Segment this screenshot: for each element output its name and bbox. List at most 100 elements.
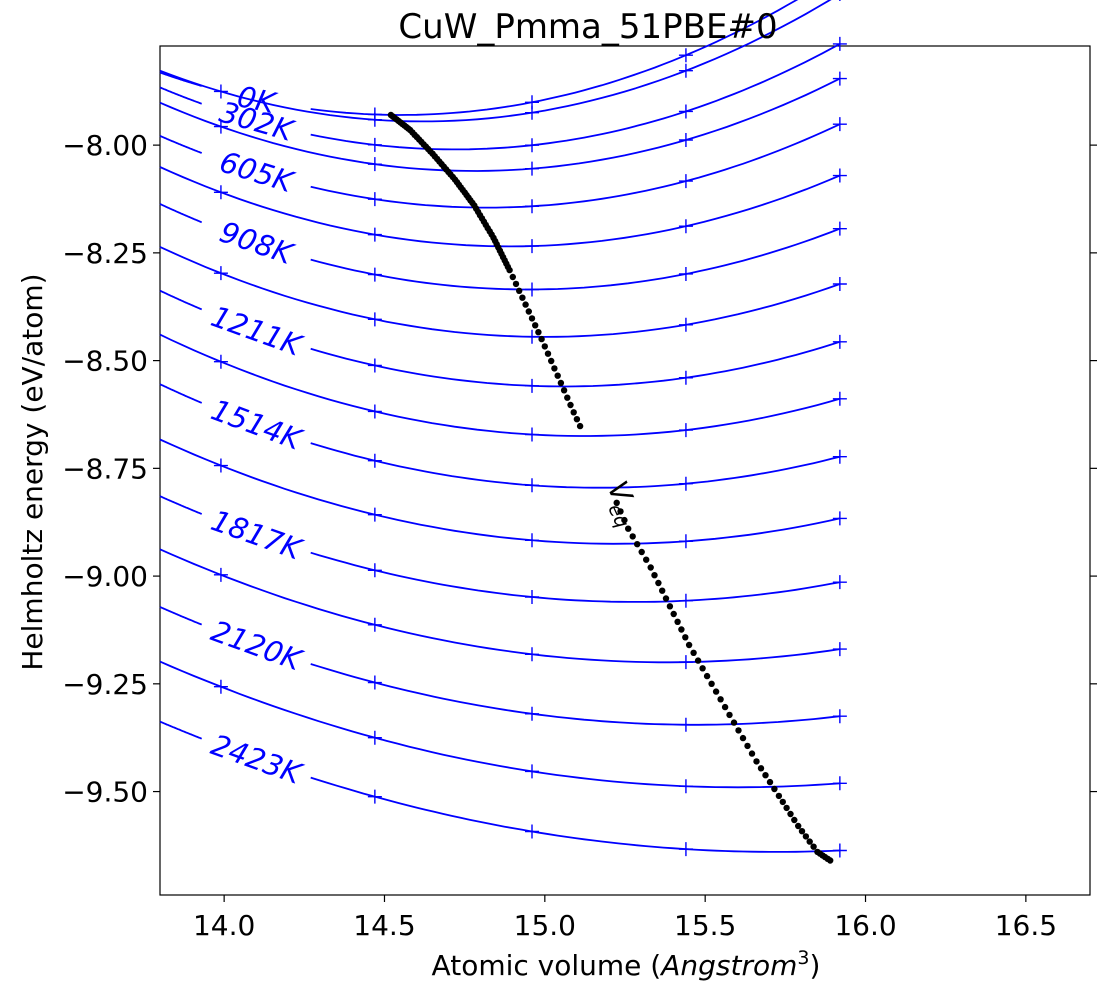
curve-13-marker-0 <box>213 567 228 582</box>
curve-16-marker-3 <box>678 842 693 857</box>
veq-point <box>532 322 539 329</box>
curve-11-marker-0 <box>213 458 228 473</box>
curve-14-marker-3 <box>678 717 693 732</box>
curve-1-marker-2 <box>525 105 539 120</box>
curve-16-marker-1 <box>367 789 382 804</box>
chart-title: CuW_Pmma_51PBE#0 <box>398 7 777 47</box>
isotherm-curve-12-segment-1 <box>310 551 841 603</box>
veq-point <box>735 727 742 734</box>
isotherm-curve-16-segment-1 <box>310 776 840 853</box>
curve-5-marker-2 <box>525 239 539 254</box>
veq-point <box>685 641 693 649</box>
curve-3-marker-1 <box>367 157 382 172</box>
curve-15-marker-4 <box>832 776 847 791</box>
x-tick-label: 16.5 <box>995 909 1057 942</box>
veq-point <box>748 750 756 757</box>
veq-point <box>512 280 520 288</box>
curve-9-marker-3 <box>678 423 693 438</box>
veq-point <box>528 315 536 322</box>
veq-point <box>506 266 513 274</box>
veq-point <box>744 742 751 750</box>
isotherm-label-605K: 605K <box>216 145 299 200</box>
curve-12-marker-2 <box>525 590 539 605</box>
curve-7-marker-3 <box>678 317 693 332</box>
y-tick-label: −9.25 <box>62 668 148 701</box>
veq-point <box>647 564 654 571</box>
veq-point <box>717 696 724 703</box>
isotherm-label-0K: 0K <box>234 79 280 120</box>
veq-point <box>690 649 697 656</box>
curve-11-marker-2 <box>525 533 539 548</box>
curve-9-marker-1 <box>367 404 382 419</box>
curve-14-marker-4 <box>832 709 847 724</box>
veq-point <box>551 365 558 372</box>
veq-point <box>802 833 810 840</box>
isotherm-label-1817K: 1817K <box>207 503 308 567</box>
veq-point <box>806 838 813 845</box>
veq-point <box>699 665 706 672</box>
curve-14-marker-2 <box>525 706 539 721</box>
curve-12-marker-1 <box>367 563 382 578</box>
curve-8-marker-4 <box>832 334 847 349</box>
y-tick-label: −8.25 <box>62 237 148 270</box>
x-tick-label: 15.5 <box>674 909 736 942</box>
curve-2-marker-1 <box>367 137 382 152</box>
veq-point <box>564 394 571 401</box>
curve-13-marker-3 <box>678 655 693 670</box>
curve-15-marker-0 <box>213 679 228 694</box>
veq-point <box>666 603 674 610</box>
isotherm-curve-6-segment-1 <box>310 227 841 291</box>
veq-point <box>726 711 733 719</box>
curve-6-marker-2 <box>525 282 539 297</box>
curve-7-marker-2 <box>525 329 539 344</box>
isotherm-curve-3-segment-0 <box>159 77 841 172</box>
curve-7-marker-4 <box>832 277 847 292</box>
curve-7-marker-0 <box>213 266 228 281</box>
y-tick-label: −8.00 <box>62 129 148 162</box>
curve-2-marker-3 <box>678 104 693 119</box>
curve-10-marker-3 <box>678 476 693 491</box>
veq-point <box>730 719 738 726</box>
veq-point <box>766 778 774 786</box>
isotherm-curve-11-segment-0 <box>159 438 841 545</box>
veq-point <box>670 610 677 618</box>
veq-point <box>703 672 711 680</box>
veq-point <box>783 804 790 812</box>
x-tick-label: 15.0 <box>514 909 576 942</box>
curve-8-marker-2 <box>525 378 539 393</box>
veq-point <box>509 273 516 281</box>
curve-6-marker-4 <box>832 221 847 236</box>
curve-1-marker-4 <box>839 0 841 1</box>
isotherm-curve-10-segment-1 <box>310 442 841 489</box>
veq-point <box>544 350 552 357</box>
isotherm-curve-8-segment-0 <box>159 289 203 311</box>
curve-4-marker-1 <box>367 192 382 207</box>
curve-8-marker-1 <box>367 358 382 373</box>
curve-0-marker-3 <box>678 48 693 63</box>
veq-point <box>541 343 548 350</box>
curve-6-marker-3 <box>678 266 693 281</box>
veq-point <box>560 387 568 394</box>
veq-point <box>570 409 577 416</box>
isotherm-curve-10-segment-0 <box>159 383 203 404</box>
veq-point <box>576 422 584 430</box>
plot-frame <box>159 45 1091 896</box>
veq-point <box>708 680 715 687</box>
curve-1-marker-0 <box>213 84 228 99</box>
isotherm-label-1514K: 1514K <box>207 393 308 458</box>
veq-point <box>655 579 662 587</box>
curve-3-marker-3 <box>678 133 693 148</box>
curve-5-marker-0 <box>213 185 228 200</box>
isotherm-curve-8-segment-1 <box>310 340 841 388</box>
curve-5-marker-4 <box>832 168 847 183</box>
veq-point <box>554 372 561 379</box>
isotherm-curve-16-segment-0 <box>159 720 203 740</box>
isotherm-curve-9-segment-0 <box>159 333 841 437</box>
veq-point <box>678 626 685 633</box>
veq-point <box>762 772 769 779</box>
curve-3-marker-0 <box>213 119 228 134</box>
veq-point <box>522 301 529 308</box>
veq-point <box>753 758 760 765</box>
